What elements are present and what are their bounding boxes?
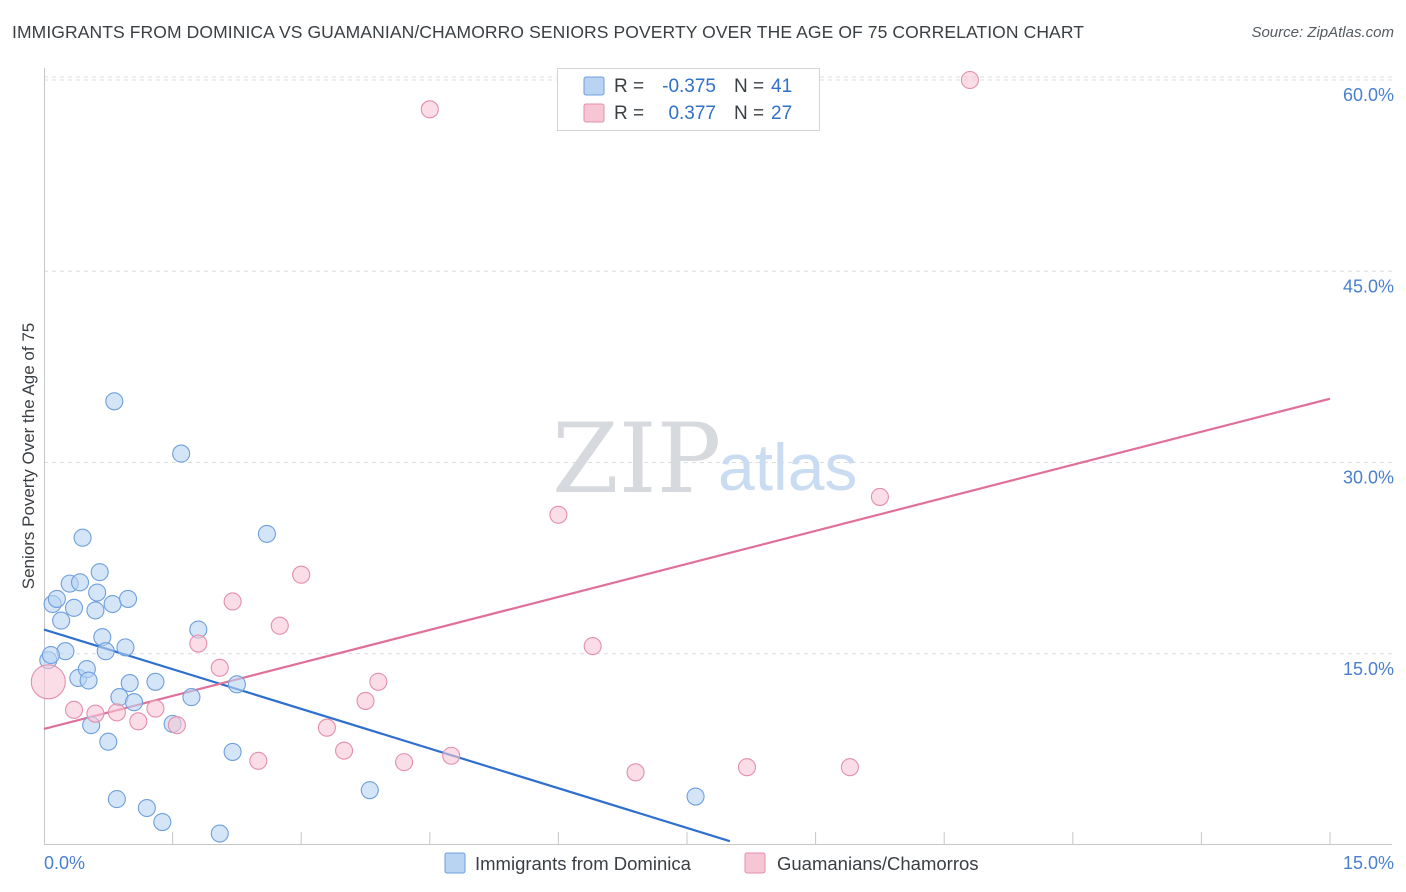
- data-point-guamanian: [626, 763, 645, 782]
- data-point-guamanian: [442, 746, 461, 765]
- y-tick-label: 45.0%: [1343, 276, 1394, 296]
- legend-swatch-dominica: [583, 76, 605, 96]
- data-point-dominica: [99, 732, 118, 751]
- data-point-dominica: [86, 601, 105, 620]
- legend-n-value-dominica: 41: [771, 76, 792, 97]
- data-point-guamanian: [840, 758, 859, 777]
- data-point-dominica: [257, 524, 276, 543]
- data-point-dominica: [227, 675, 246, 694]
- data-point-guamanian: [64, 700, 84, 719]
- data-point-dominica: [64, 598, 84, 617]
- watermark-zip: ZIP: [552, 403, 721, 515]
- trend-line-dominica: [43, 628, 731, 843]
- watermark-atlas: atlas: [718, 430, 857, 504]
- data-point-guamanian: [189, 634, 208, 653]
- trend-lines: [43, 397, 1331, 843]
- data-point-guamanian: [395, 753, 414, 772]
- data-point-dominica: [153, 812, 172, 832]
- gridlines: [44, 76, 1392, 655]
- data-point-guamanian: [335, 741, 354, 760]
- series-guamanian-points: [30, 70, 979, 782]
- data-point-guamanian: [210, 658, 229, 677]
- trend-line-guamanian: [43, 397, 1331, 731]
- data-point-guamanian: [317, 718, 336, 737]
- data-point-guamanian: [420, 100, 439, 119]
- data-point-dominica: [210, 824, 229, 843]
- data-point-dominica: [146, 672, 165, 691]
- legend-r-value-guamanian: 0.377: [668, 103, 716, 124]
- data-point-guamanian: [369, 672, 388, 691]
- series-legend-swatch-dominica: [444, 852, 466, 874]
- data-point-dominica: [137, 798, 156, 818]
- source-credit: Source: ZipAtlas.com: [1251, 24, 1394, 41]
- data-point-guamanian: [249, 751, 268, 770]
- data-point-dominica: [70, 573, 90, 592]
- legend-n-value-guamanian: 27: [771, 103, 792, 124]
- legend-r-value-dominica: -0.375: [662, 76, 716, 97]
- data-point-dominica: [103, 594, 122, 614]
- legend-n-label-guamanian: N =: [734, 103, 764, 124]
- data-point-dominica: [118, 589, 138, 608]
- data-point-guamanian: [167, 716, 186, 735]
- data-point-guamanian: [129, 712, 148, 731]
- data-point-dominica: [73, 528, 92, 547]
- y-tick-label: 60.0%: [1343, 85, 1394, 105]
- series-legend-label-guamanian: Guamanians/Chamorros: [777, 853, 979, 874]
- data-point-dominica: [90, 563, 109, 582]
- data-point-guamanian: [583, 637, 602, 656]
- y-axis-label: Seniors Poverty Over the Age of 75: [19, 323, 38, 589]
- data-point-guamanian: [960, 70, 979, 90]
- data-point-dominica: [107, 790, 126, 809]
- data-point-guamanian: [870, 487, 889, 506]
- data-point-dominica: [88, 583, 107, 602]
- data-point-guamanian: [86, 704, 105, 723]
- series-dominica-points: [39, 392, 705, 843]
- data-point-dominica: [41, 645, 60, 665]
- y-tick-label: 15.0%: [1343, 659, 1394, 679]
- correlation-legend: R = -0.375 N = 41 R = 0.377 N = 27: [557, 68, 820, 131]
- data-point-dominica: [172, 444, 191, 463]
- data-point-guamanian: [30, 664, 66, 700]
- x-ticks: [172, 832, 1331, 845]
- axes: [44, 68, 1392, 845]
- data-point-dominica: [105, 392, 124, 411]
- x-tick-label-max: 15.0%: [1343, 853, 1394, 873]
- data-point-dominica: [116, 638, 135, 657]
- data-point-guamanian: [107, 703, 126, 722]
- data-point-dominica: [47, 589, 66, 608]
- legend-r-label-dominica: R =: [614, 76, 644, 97]
- legend-r-label-guamanian: R =: [614, 103, 644, 124]
- legend-n-label-dominica: N =: [734, 76, 764, 97]
- data-point-dominica: [360, 781, 379, 800]
- data-point-guamanian: [292, 565, 311, 584]
- data-point-dominica: [686, 787, 705, 806]
- data-point-guamanian: [146, 699, 165, 718]
- watermark: ZIP atlas: [552, 403, 857, 515]
- data-point-dominica: [182, 688, 201, 707]
- data-point-guamanian: [549, 505, 568, 524]
- data-point-guamanian: [737, 758, 757, 777]
- series-legend: Immigrants from Dominica Guamanians/Cham…: [444, 852, 979, 874]
- data-point-dominica: [79, 671, 98, 690]
- y-tick-labels: 15.0% 30.0% 45.0% 60.0%: [1343, 85, 1394, 679]
- data-point-guamanian: [223, 592, 242, 611]
- series-legend-swatch-guamanian: [744, 852, 766, 874]
- series-legend-label-dominica: Immigrants from Dominica: [475, 853, 692, 874]
- data-point-dominica: [96, 642, 115, 661]
- data-point-dominica: [120, 674, 139, 693]
- data-point-dominica: [223, 742, 242, 761]
- data-point-dominica: [52, 611, 71, 630]
- chart-title: IMMIGRANTS FROM DOMINICA VS GUAMANIAN/CH…: [12, 22, 1085, 42]
- y-tick-label: 30.0%: [1343, 468, 1394, 488]
- data-point-dominica: [124, 693, 144, 712]
- data-point-guamanian: [356, 691, 375, 710]
- data-point-guamanian: [270, 616, 289, 635]
- x-tick-label-min: 0.0%: [44, 853, 85, 873]
- legend-swatch-guamanian: [583, 103, 605, 123]
